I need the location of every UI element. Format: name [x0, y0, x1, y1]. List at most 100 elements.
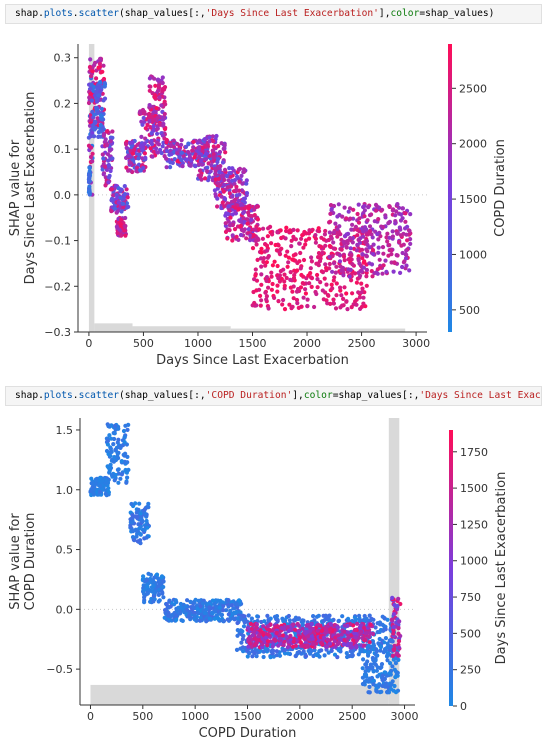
scatter-point [207, 605, 212, 610]
scatter-point [328, 211, 333, 216]
scatter-point [222, 167, 228, 172]
scatter-point [98, 80, 103, 85]
scatter-point [284, 228, 289, 234]
scatter-point [329, 236, 334, 241]
scatter-point [222, 177, 227, 182]
scatter-point [202, 137, 207, 142]
scatter-point [405, 224, 410, 229]
scatter-point [396, 645, 401, 650]
code-cell-1[interactable]: shap.plots.scatter(shap_values[:,'Days S… [5, 4, 542, 24]
scatter-point [405, 238, 410, 243]
scatter-point [309, 276, 315, 281]
scatter-point [346, 616, 351, 621]
scatter-point [254, 654, 259, 659]
scatter-point [92, 63, 97, 68]
scatter-point [164, 156, 169, 161]
scatter-point [270, 628, 275, 633]
scatter-point [92, 127, 97, 132]
scatter-point [87, 123, 93, 128]
code-token: ], [378, 8, 391, 19]
scatter-point [366, 634, 371, 639]
scatter-point [112, 423, 118, 428]
x-tick-label: 1500 [239, 337, 267, 350]
scatter-point [260, 236, 265, 241]
scatter-point [108, 449, 113, 454]
scatter-point [146, 501, 151, 506]
scatter-point [94, 105, 99, 110]
scatter-point [310, 641, 315, 647]
scatter-point [349, 653, 354, 658]
scatter-point [266, 226, 271, 231]
scatter-point [121, 201, 126, 206]
scatter-point [394, 209, 399, 214]
scatter-point [191, 145, 196, 150]
scatter-point [375, 232, 380, 237]
scatter-point [372, 271, 377, 276]
scatter-point [239, 628, 244, 633]
scatter-point [283, 253, 288, 258]
scatter-point [241, 196, 246, 202]
scatter-point [119, 472, 124, 477]
colorbar-label: Days Since Last Exacerbation [494, 472, 509, 665]
scatter-point [364, 267, 369, 273]
scatter-point [390, 595, 395, 600]
scatter-point [333, 270, 338, 275]
scatter-point [89, 145, 94, 150]
colorbar-tick-label: 500 [459, 304, 480, 317]
scatter-point [126, 467, 131, 472]
scatter-point [362, 208, 367, 213]
scatter-point [269, 287, 274, 292]
scatter-point [398, 233, 404, 238]
scatter-point [89, 98, 94, 103]
scatter-point [351, 207, 356, 212]
scatter-point [278, 269, 283, 274]
scatter-point [142, 592, 147, 597]
scatter-point [309, 259, 314, 264]
scatter-point [97, 489, 102, 494]
scatter-point [314, 641, 319, 646]
scatter-point [335, 625, 340, 630]
scatter-point [357, 229, 362, 234]
colorbar [449, 430, 453, 706]
scatter-point [239, 640, 244, 645]
colorbar-tick-label: 1000 [459, 248, 487, 261]
scatter-point [339, 293, 344, 298]
scatter-point [310, 227, 315, 232]
scatter-point [314, 652, 319, 658]
scatter-point [382, 676, 387, 682]
scatter-point [361, 234, 366, 239]
scatter-point [111, 442, 116, 447]
scatter-point [403, 256, 409, 261]
scatter-point [252, 643, 257, 648]
scatter-point [301, 245, 306, 250]
scatter-point [293, 627, 298, 632]
x-tick-label: 0 [87, 710, 94, 723]
scatter-point [137, 531, 143, 536]
scatter-point [338, 305, 343, 310]
scatter-point [152, 590, 157, 595]
scatter-point [231, 198, 236, 204]
scatter-point [358, 623, 363, 628]
scatter-point [375, 653, 380, 658]
scatter-point [361, 265, 366, 270]
scatter-point [384, 269, 389, 274]
code-cell-2[interactable]: shap.plots.scatter(shap_values[:,'COPD D… [5, 386, 542, 406]
scatter-point [331, 278, 336, 283]
scatter-point [264, 278, 269, 283]
scatter-point [142, 151, 147, 156]
scatter-point [321, 635, 327, 640]
scatter-point [379, 689, 384, 694]
scatter-point [192, 163, 197, 168]
scatter-point [140, 122, 145, 127]
scatter-point [246, 644, 251, 649]
scatter-point [309, 284, 314, 289]
scatter-point [156, 142, 161, 147]
scatter-point [209, 611, 214, 616]
scatter-point [320, 288, 325, 293]
scatter-point [277, 636, 282, 641]
scatter-point [113, 183, 118, 188]
scatter-point [136, 507, 141, 512]
scatter-point [387, 671, 392, 676]
scatter-point [173, 598, 178, 603]
scatter-point [259, 282, 264, 287]
